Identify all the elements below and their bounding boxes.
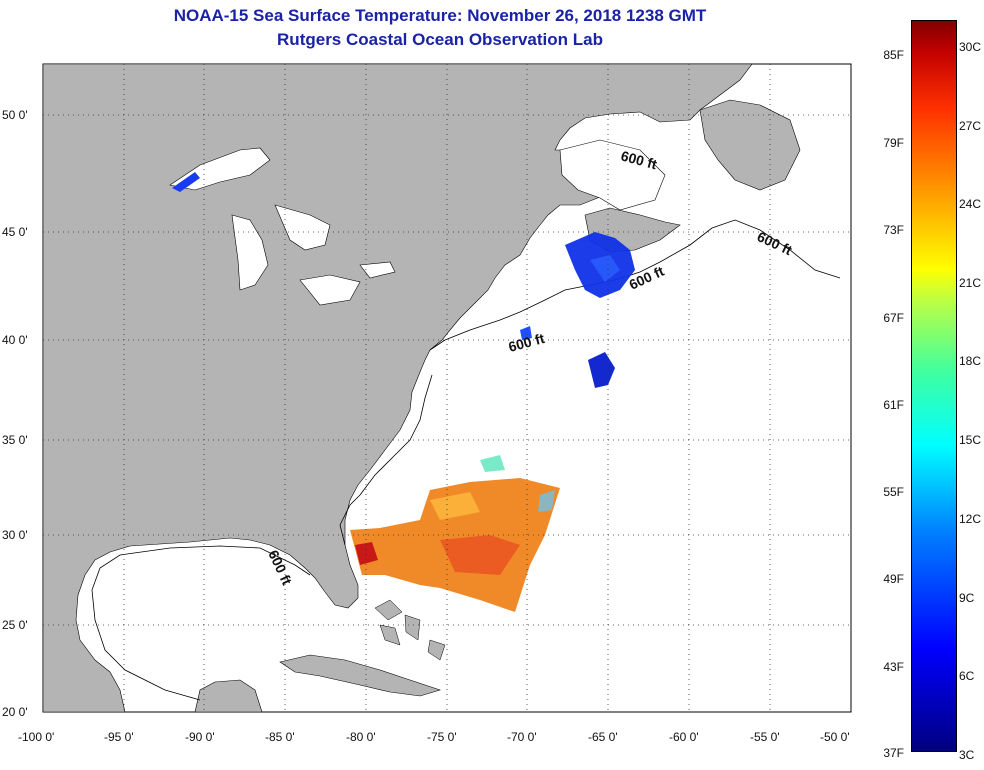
colorbar-c-label: 27C — [959, 119, 982, 133]
lat-tick-label: 40 0' — [2, 333, 28, 347]
lon-tick-label: -75 0' — [427, 730, 457, 744]
colorbar-f-label: 49F — [883, 572, 904, 586]
warm-sst-patch — [350, 455, 560, 612]
colorbar-f-label: 73F — [883, 223, 904, 237]
gulf-st-lawrence — [559, 139, 666, 211]
lon-tick-label: -100 0' — [18, 730, 54, 744]
colorbar-f-label: 55F — [883, 485, 904, 499]
lon-tick-label: -80 0' — [346, 730, 376, 744]
lat-tick-label: 35 0' — [2, 433, 28, 447]
colorbar-f-label: 61F — [883, 398, 904, 412]
colorbar-f-label: 43F — [883, 660, 904, 674]
colorbar-f-label: 67F — [883, 311, 904, 325]
lon-tick-label: -95 0' — [104, 730, 134, 744]
colorbar-c-label: 3C — [959, 748, 975, 762]
colorbar-c-label: 24C — [959, 197, 982, 211]
lon-tick-label: -50 0' — [820, 730, 850, 744]
colorbar-c-label: 15C — [959, 433, 982, 447]
colorbar-f-label: 85F — [883, 48, 904, 62]
great-lakes — [169, 147, 396, 306]
bahamas-islands — [374, 599, 446, 661]
colorbar-c-label: 12C — [959, 512, 982, 526]
colorbar-c-label: 6C — [959, 669, 975, 683]
cold-sst-patch — [172, 172, 635, 388]
newfoundland — [699, 99, 801, 191]
lon-tick-label: -70 0' — [507, 730, 537, 744]
lon-tick-label: -90 0' — [185, 730, 215, 744]
graticule — [43, 64, 851, 712]
chart-subtitle: Rutgers Coastal Ocean Observation Lab — [277, 30, 603, 49]
yucatan — [194, 679, 263, 713]
temperature-colorbar — [911, 20, 957, 752]
lat-tick-label: 25 0' — [2, 618, 28, 632]
colorbar-f-label: 79F — [883, 136, 904, 150]
cuba — [279, 654, 441, 697]
chart-title: NOAA-15 Sea Surface Temperature: Novembe… — [173, 6, 707, 25]
lat-tick-label: 30 0' — [2, 528, 28, 542]
lon-tick-label: -85 0' — [265, 730, 295, 744]
lat-tick-label: 45 0' — [2, 225, 28, 239]
lat-tick-label: 20 0' — [2, 705, 28, 719]
lat-tick-label: 50 0' — [2, 108, 28, 122]
colorbar-c-label: 30C — [959, 40, 982, 54]
lon-tick-label: -55 0' — [750, 730, 780, 744]
lon-tick-label: -65 0' — [588, 730, 618, 744]
lon-tick-label: -60 0' — [669, 730, 699, 744]
colorbar-f-label: 37F — [883, 746, 904, 760]
colorbar-c-label: 21C — [959, 276, 982, 290]
colorbar-c-label: 9C — [959, 591, 975, 605]
colorbar-c-label: 18C — [959, 354, 982, 368]
